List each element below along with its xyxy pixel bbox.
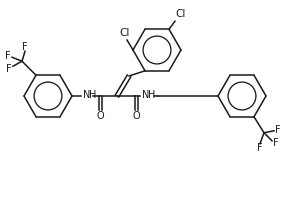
Text: H: H: [89, 90, 96, 100]
Text: O: O: [132, 111, 140, 121]
Text: H: H: [148, 90, 155, 100]
Text: F: F: [273, 138, 279, 148]
Text: O: O: [96, 111, 104, 121]
Text: F: F: [5, 51, 11, 61]
Text: F: F: [275, 125, 281, 135]
Text: F: F: [22, 42, 28, 52]
Text: Cl: Cl: [120, 28, 130, 38]
Text: F: F: [6, 64, 12, 74]
Text: Cl: Cl: [176, 9, 186, 19]
Text: F: F: [257, 143, 263, 153]
Text: N: N: [142, 90, 149, 100]
Text: N: N: [83, 90, 90, 100]
